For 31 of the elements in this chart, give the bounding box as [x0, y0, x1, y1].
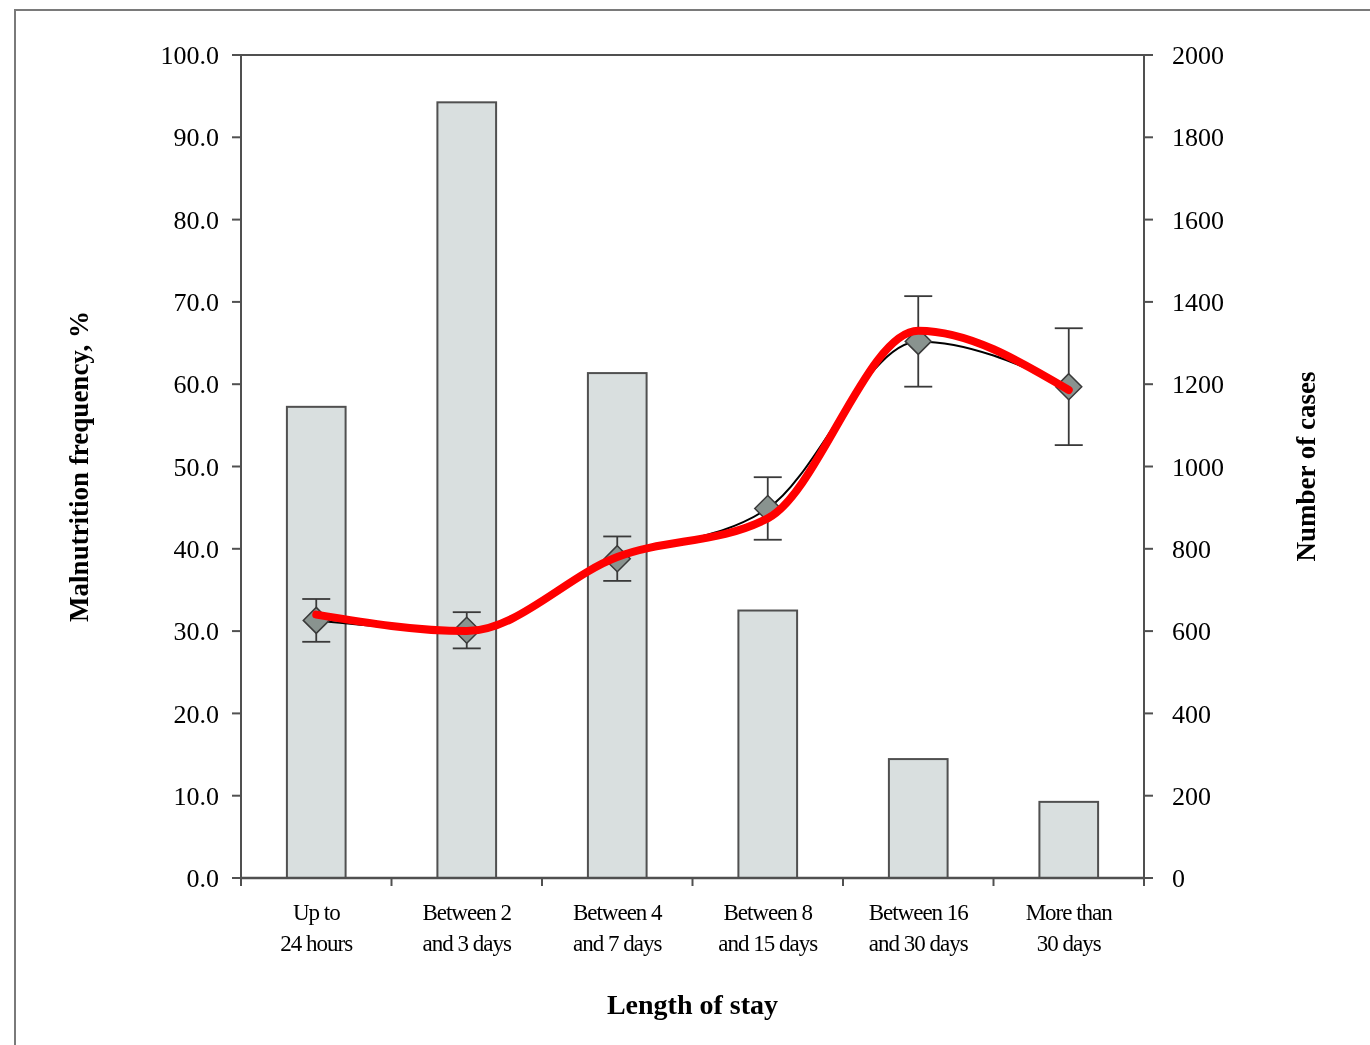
- y2-tick-label: 1200: [1172, 370, 1224, 400]
- y-tick-label: 70.0: [173, 288, 219, 317]
- y2-tick-label: 400: [1172, 699, 1211, 729]
- y-tick-label: 60.0: [173, 370, 219, 400]
- y-tick-label: 20.0: [173, 699, 219, 729]
- x-tick-label: Between 4 and 7 days: [572, 900, 664, 956]
- y2-tick-label: 2000: [1172, 41, 1224, 71]
- y-axis-title: Malnutrition frequency, %: [64, 311, 94, 622]
- y-tick-label: 80.0: [173, 205, 219, 235]
- y2-tick-label: 200: [1172, 781, 1211, 811]
- y-tick-label: 0.0: [186, 864, 219, 894]
- y2-axis-title: Number of cases: [1291, 371, 1321, 562]
- x-tick-label: Between 16 and 30 days: [868, 900, 969, 956]
- y-tick-label: 30.0: [173, 617, 219, 647]
- y2-tick-label: 1800: [1172, 123, 1224, 153]
- y2-tick-label: 1400: [1172, 288, 1224, 317]
- x-tick-label: Between 2 and 3 days: [422, 900, 512, 956]
- x-tick-label: Up to 24 hours: [280, 900, 354, 956]
- y2-tick-label: 600: [1172, 617, 1211, 647]
- x-tick-label: Between 8 and 15 days: [718, 900, 819, 956]
- x-axis-title: Length of stay: [606, 989, 779, 1020]
- y2-tick-label: 1000: [1172, 452, 1224, 482]
- y-tick-label: 50.0: [173, 452, 219, 482]
- y2-tick-label: 0: [1172, 864, 1185, 894]
- y-tick-label: 10.0: [173, 781, 219, 811]
- y-tick-label: 40.0: [173, 534, 219, 564]
- y-tick-label: 90.0: [173, 123, 219, 153]
- y-tick-label: 100.0: [160, 41, 219, 71]
- y2-tick-label: 1600: [1172, 205, 1224, 235]
- x-tick-label: More than 30 days: [1025, 900, 1114, 956]
- y2-tick-label: 800: [1172, 534, 1211, 564]
